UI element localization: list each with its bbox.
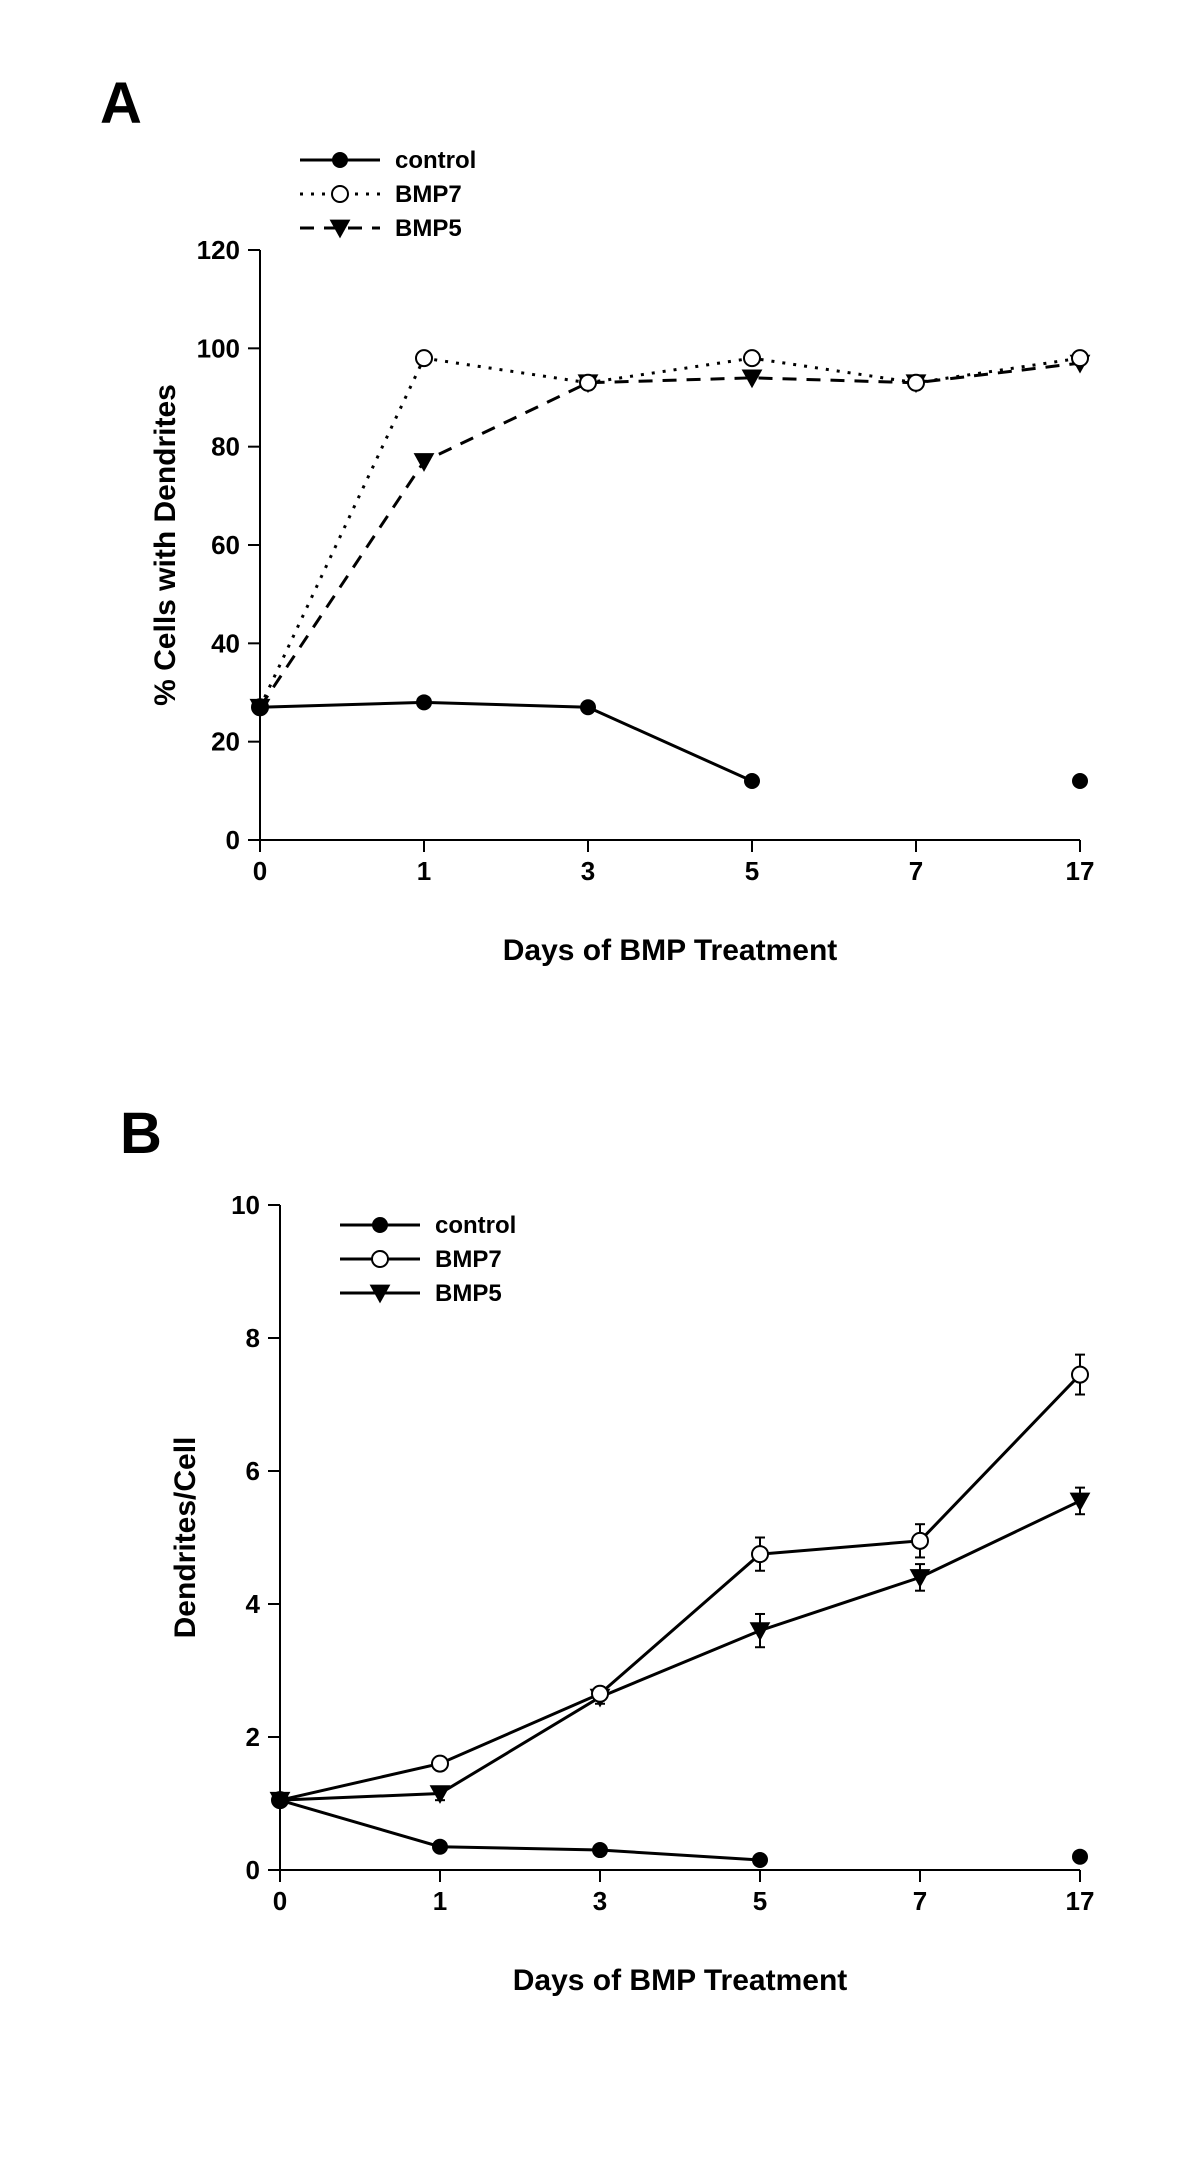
- svg-text:1: 1: [433, 1886, 447, 1916]
- svg-text:2: 2: [246, 1722, 260, 1752]
- svg-text:% Cells with Dendrites: % Cells with Dendrites: [149, 384, 182, 706]
- svg-text:Days of BMP Treatment: Days of BMP Treatment: [503, 934, 838, 967]
- svg-text:3: 3: [593, 1886, 607, 1916]
- svg-text:10: 10: [231, 1190, 260, 1220]
- svg-text:120: 120: [197, 235, 240, 265]
- svg-text:5: 5: [753, 1886, 767, 1916]
- chart-b: 0 2 4 6 8 10 0 1 3 5 7 17 Days of BMP Treatment Dendr…: [80, 1090, 1120, 2070]
- svg-text:BMP5: BMP5: [395, 215, 462, 242]
- svg-text:7: 7: [909, 856, 923, 886]
- svg-text:60: 60: [211, 530, 240, 560]
- chart-a: 0 20 40 60 80 100 120 0 1 3 5 7 17 Days of BMP Treatm…: [80, 60, 1120, 1040]
- svg-text:17: 17: [1066, 856, 1095, 886]
- svg-text:17: 17: [1066, 1886, 1095, 1916]
- svg-text:80: 80: [211, 432, 240, 462]
- panel-label-b: B: [120, 1100, 162, 1167]
- panel-b: B 0 2 4 6 8 10 0 1 3 5 7 17 Days of BMP Treatment Den…: [80, 1090, 1120, 2070]
- svg-text:control: control: [395, 147, 476, 174]
- svg-text:BMP7: BMP7: [395, 181, 462, 208]
- svg-text:BMP7: BMP7: [435, 1246, 502, 1273]
- svg-text:6: 6: [246, 1456, 260, 1486]
- svg-text:0: 0: [226, 825, 240, 855]
- svg-text:0: 0: [273, 1886, 287, 1916]
- svg-text:BMP5: BMP5: [435, 1280, 502, 1307]
- svg-text:1: 1: [417, 856, 431, 886]
- svg-text:40: 40: [211, 628, 240, 658]
- svg-text:8: 8: [246, 1323, 260, 1353]
- svg-text:Dendrites/Cell: Dendrites/Cell: [169, 1437, 202, 1639]
- svg-text:0: 0: [253, 856, 267, 886]
- svg-text:3: 3: [581, 856, 595, 886]
- svg-text:100: 100: [197, 333, 240, 363]
- panel-label-a: A: [100, 70, 142, 137]
- panel-a: A 0 20 40 60 80 100 120 0 1 3 5 7 17 Days of BMP Trea…: [80, 60, 1120, 1040]
- svg-text:7: 7: [913, 1886, 927, 1916]
- svg-text:4: 4: [246, 1589, 261, 1619]
- svg-text:20: 20: [211, 727, 240, 757]
- svg-text:0: 0: [246, 1855, 260, 1885]
- svg-text:Days of BMP Treatment: Days of BMP Treatment: [513, 1964, 848, 1997]
- svg-text:5: 5: [745, 856, 759, 886]
- svg-text:control: control: [435, 1212, 516, 1239]
